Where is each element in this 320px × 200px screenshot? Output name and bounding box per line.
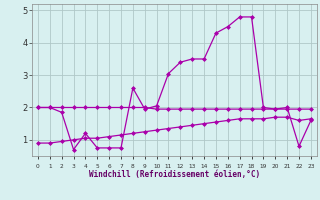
X-axis label: Windchill (Refroidissement éolien,°C): Windchill (Refroidissement éolien,°C) xyxy=(89,170,260,179)
